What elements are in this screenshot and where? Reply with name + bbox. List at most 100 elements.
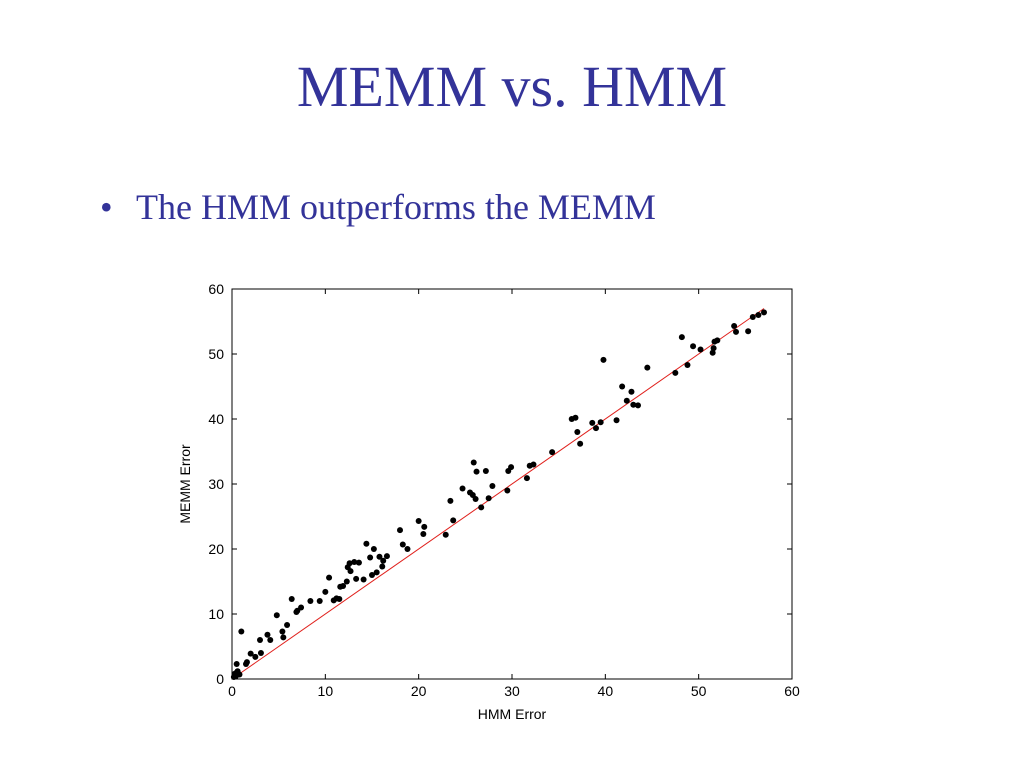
data-point: [273, 612, 280, 619]
data-point: [257, 650, 264, 656]
data-point: [247, 650, 254, 657]
data-point: [236, 671, 243, 678]
data-point: [470, 459, 477, 466]
x-axis-label: HMM Error: [478, 706, 547, 722]
y-tick-label: 40: [208, 411, 224, 427]
data-point: [279, 628, 286, 635]
data-point: [267, 637, 274, 643]
data-point: [623, 397, 630, 404]
data-point: [415, 518, 422, 525]
data-point: [397, 527, 403, 534]
y-tick-label: 10: [208, 606, 224, 622]
data-point: [360, 576, 367, 583]
data-point: [733, 328, 739, 335]
data-point: [593, 425, 599, 432]
y-tick-label: 50: [208, 346, 224, 362]
data-point: [280, 634, 287, 641]
data-point: [376, 553, 383, 560]
data-point: [755, 312, 762, 318]
data-point: [577, 440, 584, 447]
data-point: [761, 309, 767, 316]
bullet-symbol: •: [100, 187, 113, 227]
data-point: [473, 468, 480, 475]
data-point: [347, 568, 354, 575]
data-point: [238, 628, 245, 635]
data-point: [420, 531, 427, 538]
data-point: [316, 598, 323, 604]
y-axis-label: MEMM Error: [177, 444, 193, 524]
data-point: [284, 622, 291, 629]
data-point: [697, 346, 704, 353]
data-point: [257, 637, 263, 643]
data-point: [714, 337, 721, 344]
data-point: [373, 569, 380, 576]
data-point: [523, 475, 530, 482]
y-tick-label: 0: [216, 671, 224, 687]
data-point: [635, 402, 641, 409]
data-point: [482, 468, 489, 474]
data-point: [307, 598, 314, 604]
data-point: [597, 419, 604, 426]
data-point: [745, 328, 752, 335]
data-point: [399, 541, 406, 548]
data-point: [450, 517, 457, 524]
data-point: [628, 388, 635, 395]
data-point: [447, 497, 454, 504]
data-point: [355, 559, 362, 566]
data-point: [353, 575, 360, 582]
y-tick-label: 60: [208, 281, 224, 297]
data-point: [421, 523, 428, 530]
data-point: [684, 362, 691, 369]
x-tick-label: 50: [691, 683, 707, 699]
data-point: [340, 583, 347, 590]
x-tick-label: 20: [411, 683, 427, 699]
data-point: [508, 464, 515, 471]
data-point: [478, 504, 485, 511]
reference-line: [231, 308, 765, 680]
data-point: [243, 659, 250, 666]
data-point: [709, 349, 716, 356]
data-point: [504, 487, 511, 494]
data-point: [442, 531, 449, 538]
data-point: [749, 313, 756, 320]
data-point: [485, 495, 492, 502]
data-point: [288, 596, 295, 603]
data-point: [367, 554, 374, 561]
bullet-item: • The HMM outperforms the MEMM: [100, 186, 656, 229]
data-point: [369, 572, 375, 578]
x-tick-label: 30: [504, 683, 520, 699]
data-point: [383, 553, 390, 560]
x-tick-label: 10: [318, 683, 334, 699]
data-point: [346, 560, 353, 567]
data-point: [379, 563, 386, 570]
data-point: [572, 414, 579, 421]
data-point: [710, 345, 717, 352]
y-tick-label: 30: [208, 476, 224, 492]
data-point: [619, 383, 626, 390]
data-point: [630, 401, 637, 408]
data-point: [644, 364, 651, 371]
slide-title: MEMM vs. HMM: [296, 54, 728, 119]
data-point: [731, 323, 738, 330]
data-point: [530, 461, 537, 468]
data-point: [690, 343, 697, 350]
x-tick-label: 60: [784, 683, 800, 699]
y-tick-label: 20: [208, 541, 224, 557]
data-point: [380, 557, 387, 564]
data-point: [233, 661, 240, 668]
data-point: [549, 449, 556, 456]
data-point: [472, 495, 479, 502]
bullet-text: The HMM outperforms the MEMM: [136, 187, 656, 227]
data-point: [252, 653, 259, 660]
data-point: [574, 429, 581, 435]
x-tick-label: 40: [598, 683, 614, 699]
data-point: [351, 559, 358, 565]
data-point: [370, 546, 377, 552]
data-point: [613, 417, 620, 424]
data-point: [343, 578, 350, 585]
data-point: [404, 546, 411, 552]
data-point: [363, 540, 370, 547]
data-point: [678, 334, 685, 341]
data-point: [589, 419, 596, 426]
